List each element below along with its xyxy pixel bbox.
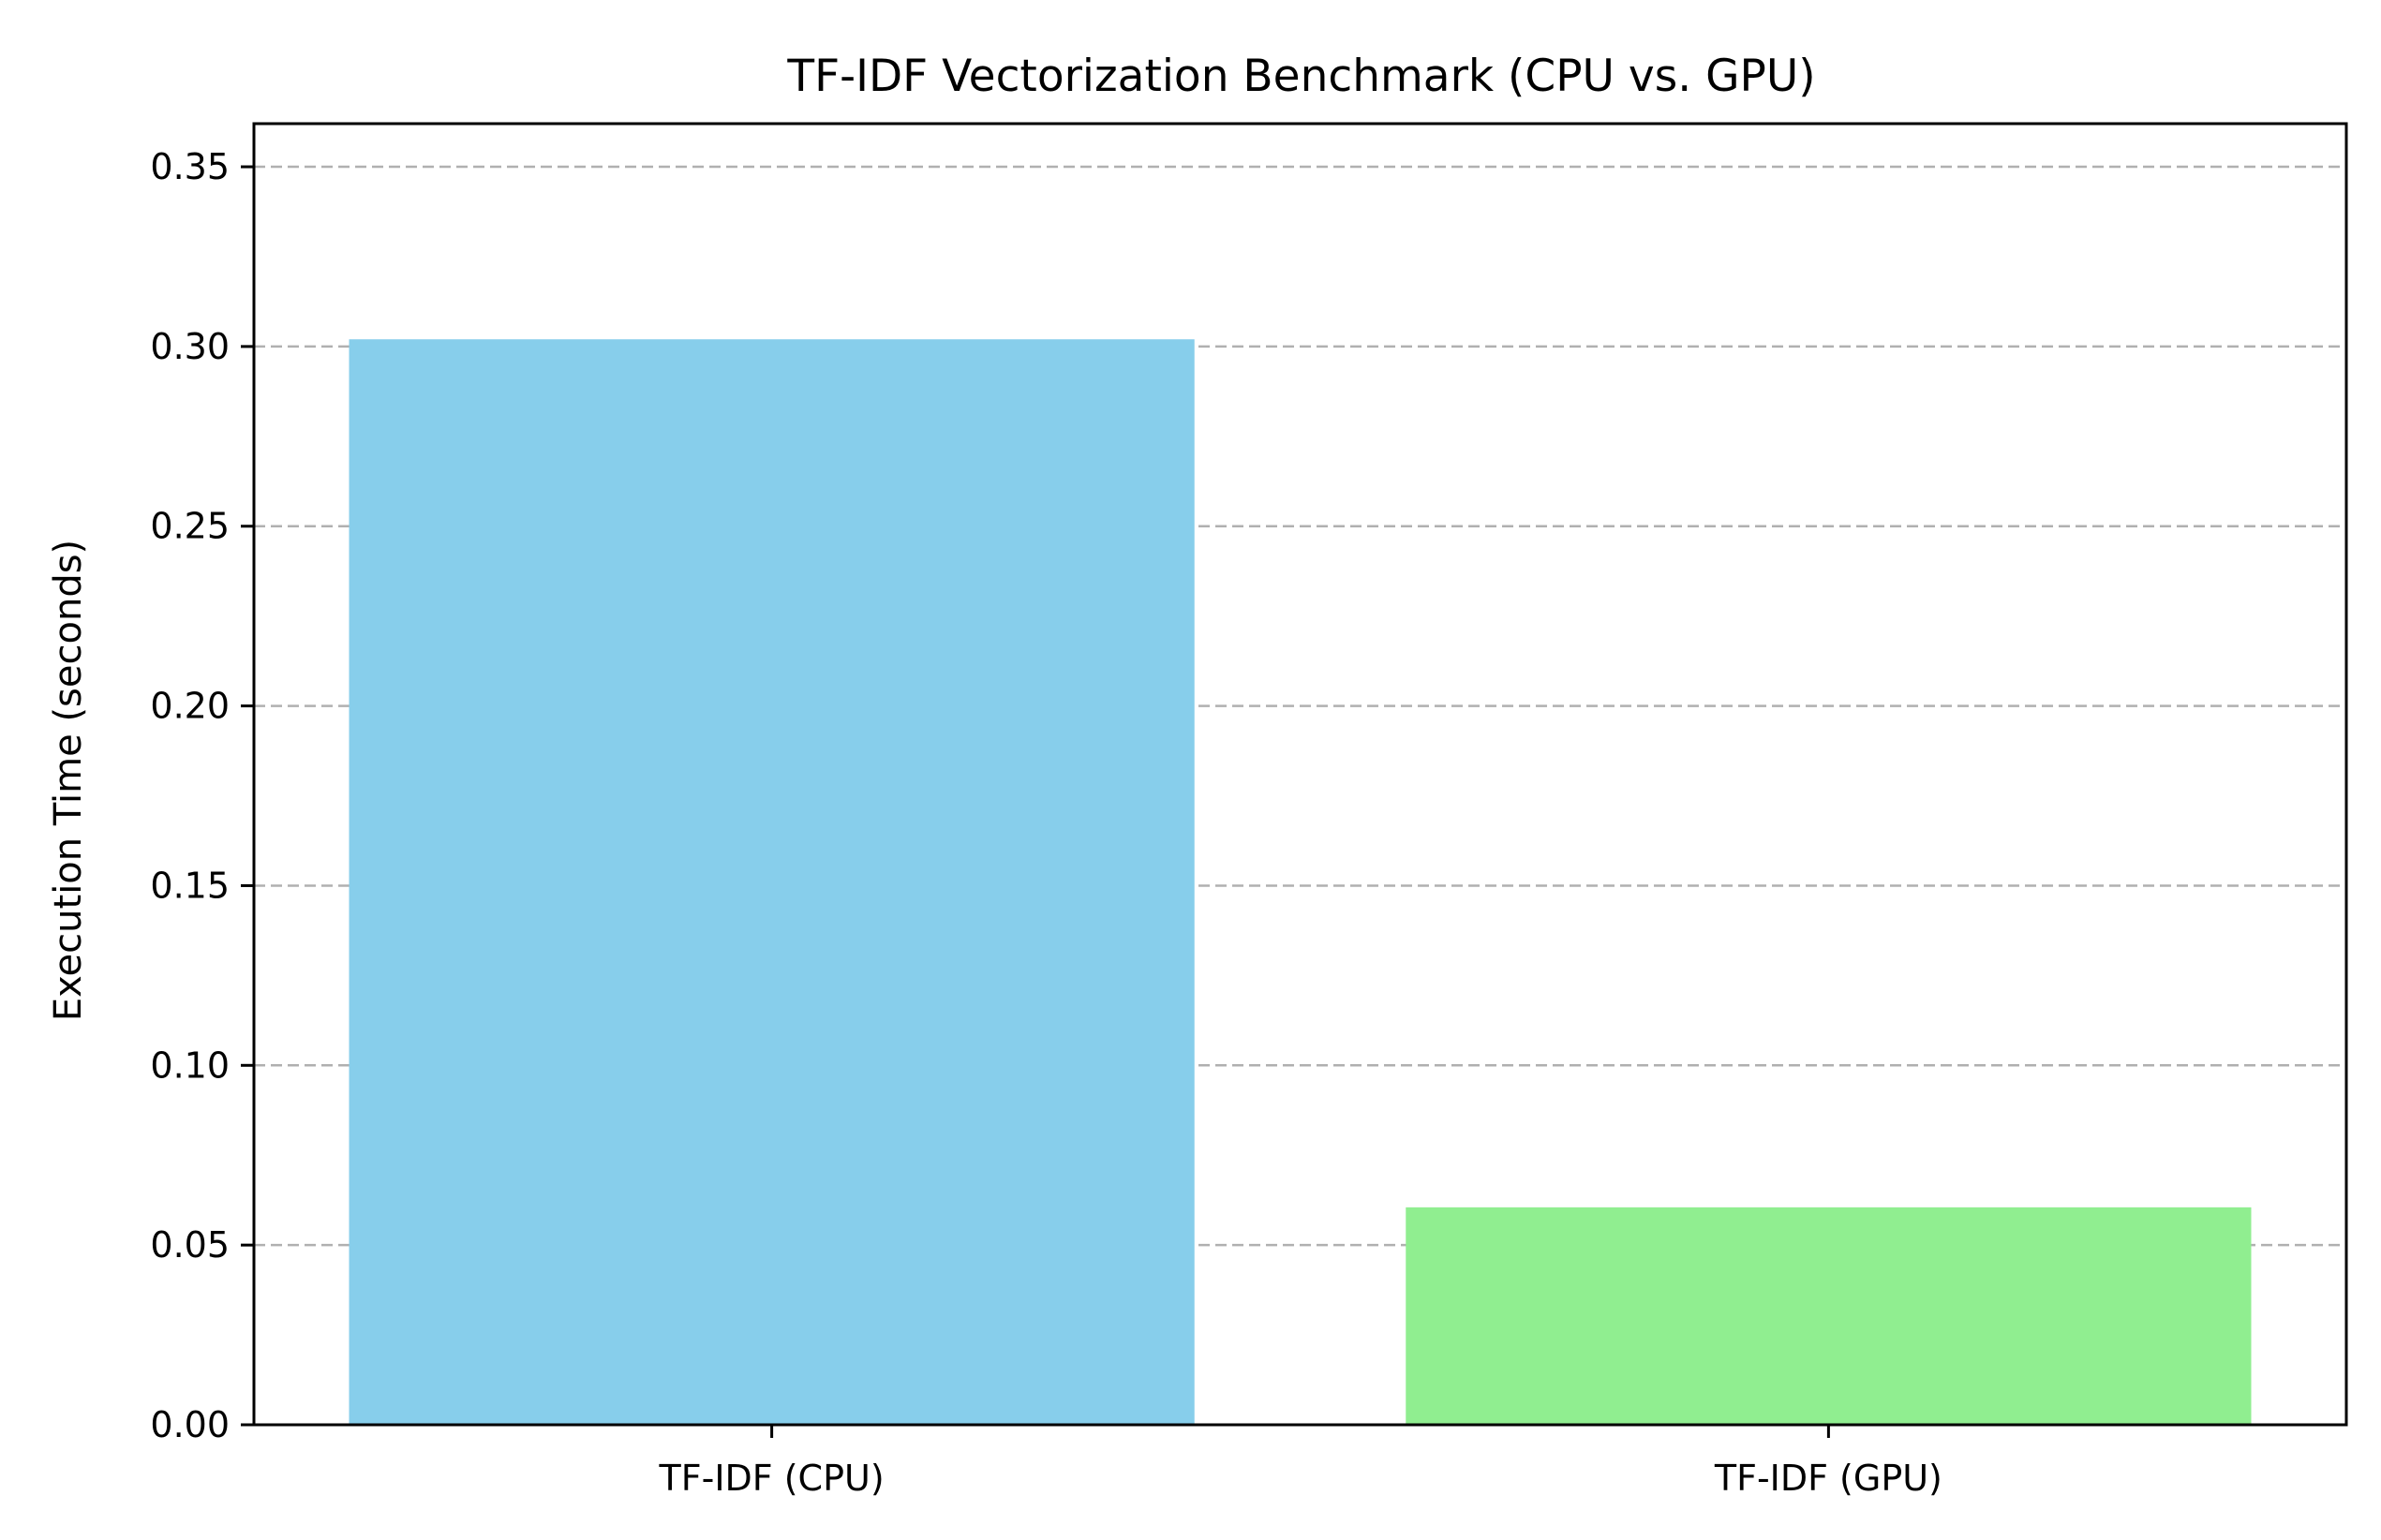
x-axis-ticks: TF-IDF (CPU) TF-IDF (GPU) xyxy=(659,1425,1942,1499)
y-tick-label: 0.20 xyxy=(150,686,230,727)
y-axis-ticks: 0.00 0.05 0.10 0.15 0.20 0.25 0.30 0.35 xyxy=(150,146,254,1445)
y-tick-label: 0.35 xyxy=(150,146,230,187)
plot-frame xyxy=(252,122,2348,1427)
bar-cpu xyxy=(349,339,1195,1426)
bar-gpu xyxy=(1406,1207,2252,1425)
y-axis-label: Execution Time (seconds) xyxy=(47,540,90,1021)
grid-lines xyxy=(254,165,2346,1247)
y-tick-label: 0.05 xyxy=(150,1224,230,1266)
y-tick-label: 0.30 xyxy=(150,326,230,367)
y-tick-label: 0.00 xyxy=(150,1404,230,1445)
x-tick-label: TF-IDF (CPU) xyxy=(659,1458,885,1499)
y-tick-label: 0.25 xyxy=(150,506,230,547)
x-tick-label: TF-IDF (GPU) xyxy=(1714,1458,1942,1499)
bars xyxy=(349,339,2252,1426)
y-tick-label: 0.10 xyxy=(150,1044,230,1086)
chart-title: TF-IDF Vectorization Benchmark (CPU vs. … xyxy=(786,51,1815,102)
y-tick-label: 0.15 xyxy=(150,865,230,906)
